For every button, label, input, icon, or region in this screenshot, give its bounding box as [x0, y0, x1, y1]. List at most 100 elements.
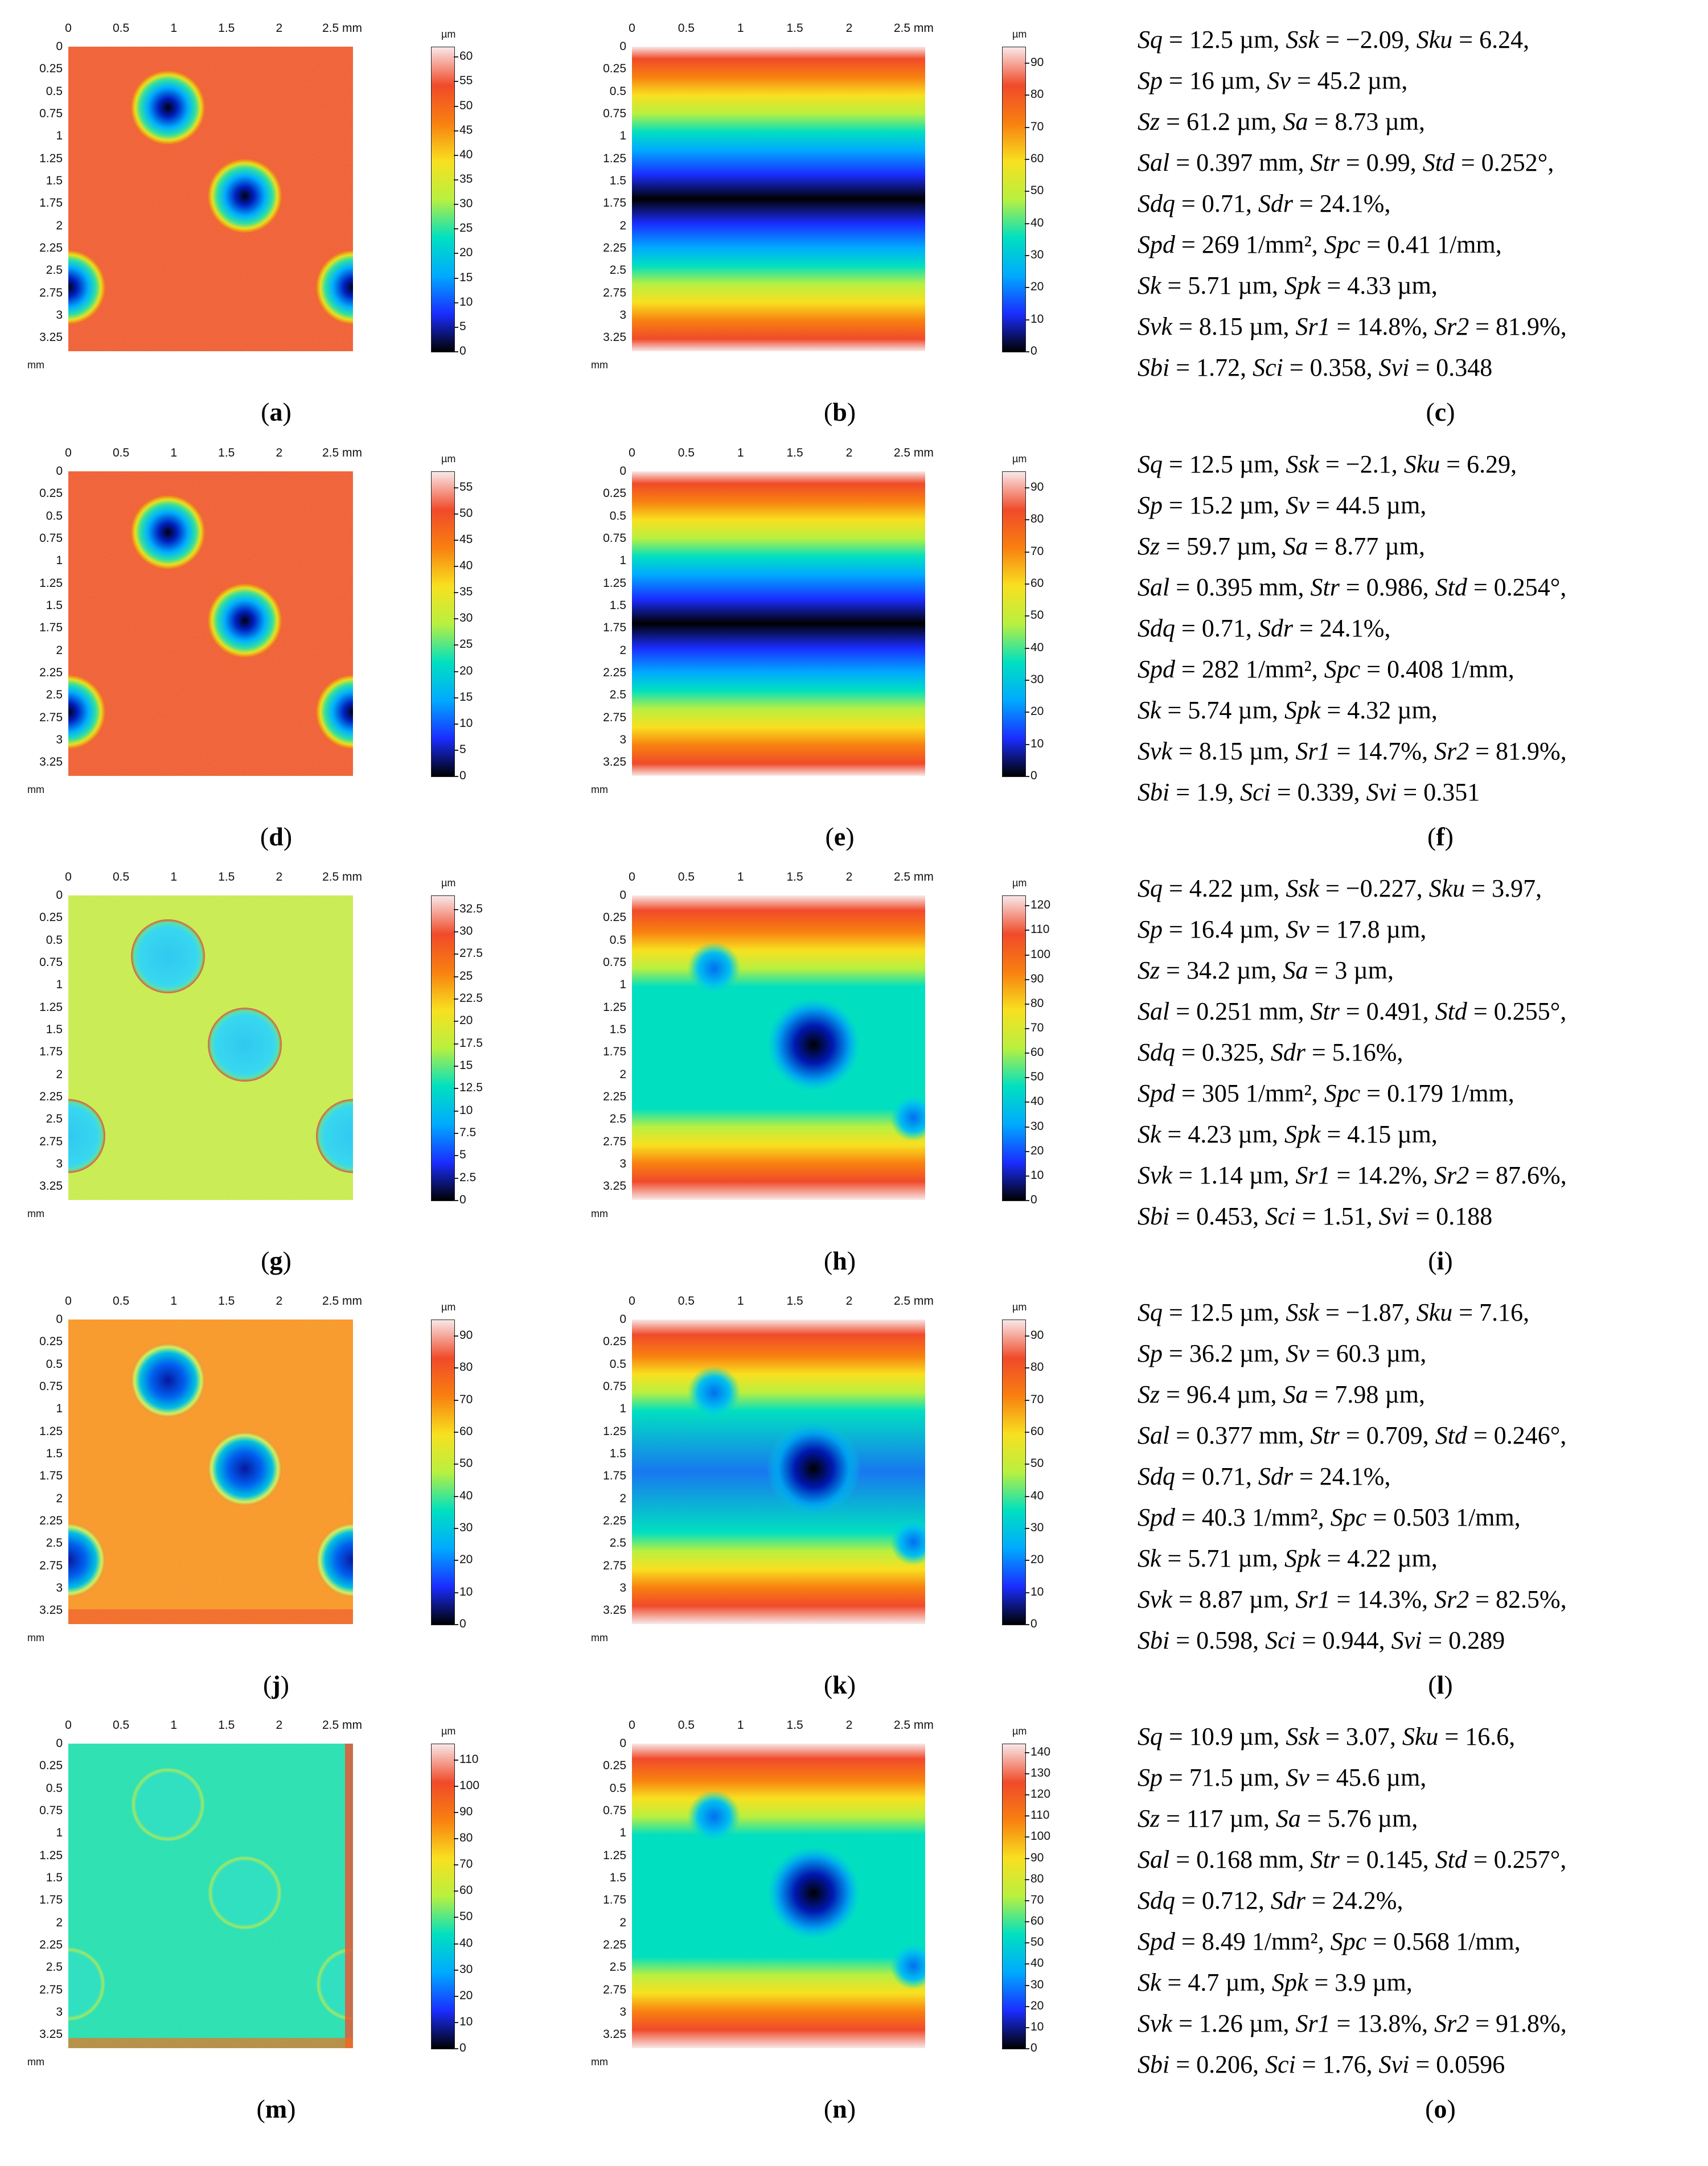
- scale-tick: [454, 1528, 458, 1530]
- parameter-value: 0.377 mm: [1196, 1421, 1298, 1449]
- x-tick-label: 0: [65, 1294, 72, 1308]
- x-tick-label: 2.5 mm: [893, 1294, 934, 1308]
- x-tick-label: 1.5: [218, 22, 235, 35]
- parameter-line: Sal = 0.377 mm, Str = 0.709, Std = 0.246…: [1138, 1421, 1567, 1449]
- scale-tick-label: 80: [1030, 1361, 1044, 1374]
- x-tick-label: 2: [276, 1719, 283, 1732]
- x-tick-label: 0.5: [678, 1294, 695, 1308]
- panel-letter: f: [1436, 822, 1445, 851]
- scale-tick-label: 20: [1030, 1144, 1044, 1157]
- scale-tick-label: 10: [1030, 2020, 1044, 2033]
- scale-tick-label: 0: [459, 1193, 466, 1206]
- color-scale-bar: [431, 1744, 455, 2049]
- y-tick-label: 3.25: [39, 2028, 63, 2041]
- y-tick-label: 0: [619, 1313, 626, 1326]
- scale-tick: [1025, 1963, 1029, 1965]
- parameter-value: 0.358: [1309, 354, 1366, 381]
- y-tick-label: 0.25: [603, 487, 626, 500]
- scale-tick: [1025, 223, 1029, 224]
- scale-tick: [454, 723, 458, 725]
- scale-tick-label: 60: [1030, 1046, 1044, 1059]
- scale-tick-label: 50: [1030, 1935, 1044, 1949]
- y-tick-label: 2.75: [603, 1559, 626, 1572]
- panel-letter: c: [1434, 397, 1447, 426]
- y-tick-label: 2.5: [609, 1112, 626, 1126]
- scale-tick: [1025, 647, 1029, 649]
- parameter-name: Sp: [1138, 915, 1163, 943]
- parameter-name: Sdq: [1138, 614, 1175, 642]
- scale-tick: [1025, 63, 1029, 64]
- scale-tick: [1025, 1077, 1029, 1079]
- scale-tick-label: 120: [1030, 1787, 1051, 1801]
- scale-tick: [1025, 287, 1029, 289]
- x-tick-label: 1: [737, 22, 744, 35]
- x-tick-label: 0.5: [678, 870, 695, 883]
- scale-tick: [454, 1495, 458, 1497]
- y-tick-label: 1.75: [603, 621, 626, 635]
- scale-tick-label: 90: [1030, 56, 1044, 69]
- parameter-line: Sp = 15.2 µm, Sv = 44.5 µm,: [1138, 491, 1427, 519]
- parameter-value: 60.3 µm: [1336, 1339, 1420, 1367]
- scale-tick: [454, 179, 458, 180]
- parameter-value: 59.7 µm: [1186, 532, 1271, 560]
- parameter-value: 3.97: [1492, 874, 1536, 902]
- parameter-value: 0.246°: [1493, 1421, 1561, 1449]
- y-axis-unit: mm: [591, 1208, 608, 1219]
- scale-tick-label: 45: [459, 123, 473, 137]
- y-tick-label: 1.75: [39, 196, 63, 210]
- scale-tick: [1025, 1984, 1029, 1986]
- panel-letter: b: [832, 397, 847, 426]
- scale-tick: [1025, 954, 1029, 956]
- panel-letter: m: [265, 2094, 288, 2123]
- x-tick-label: 2.5 mm: [322, 1294, 362, 1308]
- parameter-value: 8.87 µm: [1198, 1585, 1283, 1613]
- parameter-name: Sr2: [1434, 313, 1469, 340]
- x-tick-label: 2: [845, 870, 853, 883]
- bottom-band: [68, 1609, 353, 1624]
- scale-tick-label: 27.5: [459, 947, 483, 960]
- scale-tick-label: 2.5: [459, 1170, 477, 1184]
- parameter-value: 16.6: [1465, 1723, 1509, 1750]
- y-tick-label: 1.25: [603, 151, 626, 165]
- scale-tick: [1025, 1150, 1029, 1152]
- parameter-name: Sk: [1138, 696, 1161, 724]
- scale-tick-label: 70: [1030, 1893, 1044, 1906]
- dimple-3: [68, 250, 105, 324]
- parameter-value: 0.145: [1366, 1846, 1423, 1873]
- roughness-parameters: Sq = 10.9 µm, Ssk = 3.07, Sku = 16.6, Sp …: [1138, 1716, 1707, 2085]
- parameter-value: 10.9 µm: [1189, 1723, 1274, 1750]
- y-tick-label: 2.5: [46, 688, 63, 702]
- parameter-line: Sz = 117 µm, Sa = 5.76 µm,: [1138, 1805, 1418, 1832]
- roughness-parameters: Sq = 12.5 µm, Ssk = −1.87, Sku = 7.16, Sp…: [1138, 1292, 1707, 1661]
- parameter-line: Sp = 16 µm, Sv = 45.2 µm,: [1138, 67, 1408, 94]
- scale-unit: µm: [1012, 453, 1027, 465]
- y-tick-label: 0.75: [39, 1380, 63, 1393]
- parameter-value: 117 µm: [1186, 1805, 1263, 1832]
- scale-tick: [1025, 615, 1029, 617]
- y-axis-unit: mm: [27, 1208, 44, 1219]
- parameter-name: Sr2: [1434, 1161, 1469, 1189]
- parameter-value: 5.71 µm: [1188, 272, 1272, 299]
- x-tick-label: 1.5: [786, 1719, 803, 1732]
- scale-unit: µm: [441, 453, 456, 465]
- scale-tick: [454, 953, 458, 955]
- roughness-parameters: Sq = 12.5 µm, Ssk = −2.1, Sku = 6.29, Sp …: [1138, 444, 1707, 813]
- y-tick-label: 0.75: [603, 956, 626, 969]
- parameter-value: 0.395 mm: [1196, 573, 1298, 601]
- scale-tick-label: 40: [459, 1489, 473, 1502]
- y-tick-label: 0.75: [603, 1380, 626, 1393]
- parameter-name: Sku: [1428, 874, 1465, 902]
- scale-tick: [454, 1890, 458, 1892]
- y-tick-label: 0.75: [39, 107, 63, 120]
- x-tick-label: 0: [65, 1719, 72, 1732]
- scale-tick-label: 0: [459, 1617, 466, 1630]
- y-tick-label: 2.25: [39, 1090, 63, 1104]
- parameter-name: Sp: [1138, 491, 1163, 519]
- parameter-value: −0.227: [1345, 874, 1417, 902]
- y-tick-label: 1.5: [46, 1447, 63, 1461]
- middle-height-map: [632, 471, 925, 776]
- scale-tick-label: 80: [1030, 88, 1044, 101]
- height-map-image: [632, 47, 925, 351]
- scale-tick-label: 40: [1030, 640, 1044, 654]
- x-tick-label: 0: [629, 22, 635, 35]
